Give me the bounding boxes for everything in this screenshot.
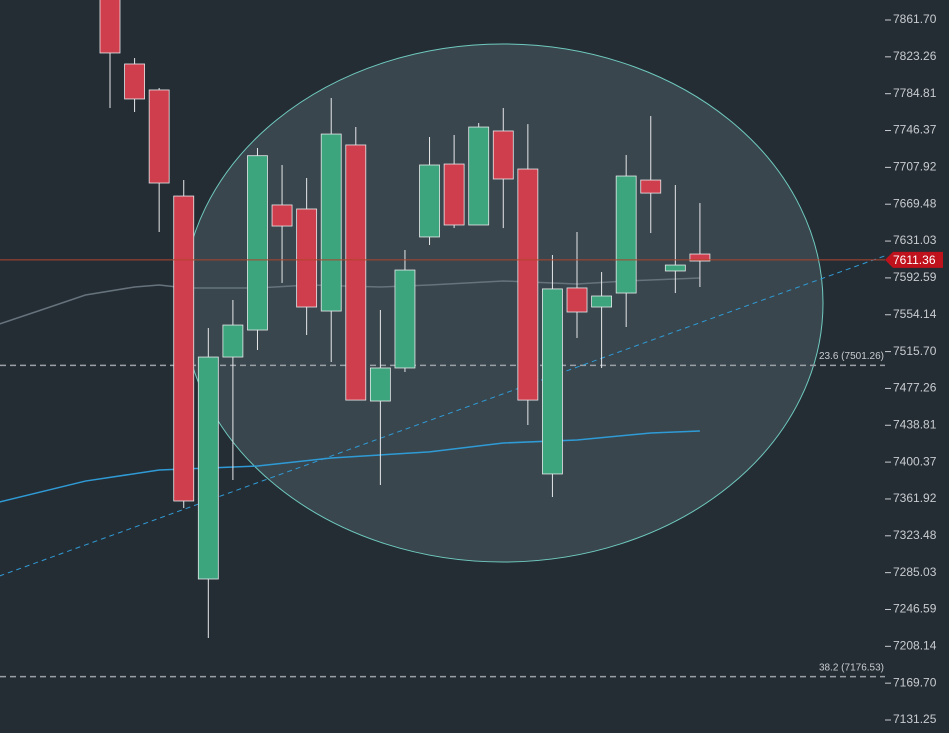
- candle-body: [369, 367, 391, 402]
- y-tick-label: 7823.26: [893, 49, 937, 63]
- overlay-line: [0, 277, 700, 325]
- y-tick-label: 7554.14: [893, 307, 937, 321]
- candle-body: [443, 163, 465, 226]
- candle-body: [566, 287, 588, 313]
- candle-body: [222, 324, 244, 358]
- y-tick-label: 7246.59: [893, 602, 937, 616]
- candle-body: [542, 288, 563, 475]
- candle-body: [320, 133, 342, 312]
- candle-body: [271, 204, 293, 227]
- fib-label: 38.2 (7176.53): [819, 662, 884, 673]
- candle-body: [640, 179, 662, 194]
- fib-label: 23.6 (7501.26): [819, 351, 884, 362]
- candle-body: [419, 164, 440, 238]
- last-price-label: 7611.36: [893, 253, 936, 267]
- y-tick-label: 7285.03: [893, 565, 937, 579]
- candle-body: [345, 144, 367, 401]
- candle-body: [197, 356, 219, 580]
- y-tick-label: 7438.81: [893, 417, 937, 431]
- candle-body: [468, 126, 490, 226]
- overlay-line: [0, 255, 885, 577]
- candle-body: [173, 195, 195, 502]
- y-tick-label: 7746.37: [893, 123, 937, 137]
- y-tick-label: 7208.14: [893, 639, 937, 653]
- y-tick-label: 7323.48: [893, 528, 937, 542]
- y-tick-label: 7400.37: [893, 454, 937, 468]
- candle-body: [689, 253, 711, 262]
- candle-body: [296, 208, 318, 308]
- y-tick-label: 7669.48: [893, 196, 937, 210]
- candle-body: [394, 269, 416, 369]
- y-tick-label: 7861.70: [893, 12, 937, 26]
- candle-body: [99, 0, 121, 54]
- candle-body: [247, 155, 268, 331]
- y-tick-label: 7784.81: [893, 86, 937, 100]
- y-tick-label: 7515.70: [893, 344, 937, 358]
- y-tick-label: 7707.92: [893, 160, 937, 174]
- y-tick-label: 7361.92: [893, 491, 937, 505]
- candle-body: [492, 130, 514, 180]
- y-tick-label: 7631.03: [893, 233, 937, 247]
- candle-body: [664, 264, 686, 272]
- candle-body: [148, 89, 170, 184]
- y-tick-label: 7592.59: [893, 270, 937, 284]
- candle-body: [615, 175, 637, 294]
- candle-body: [124, 63, 145, 100]
- candle-body: [517, 168, 539, 401]
- y-tick-label: 7131.25: [893, 712, 937, 726]
- y-tick-label: 7477.26: [893, 381, 937, 395]
- candle-body: [591, 295, 612, 308]
- last-price-tag: [885, 251, 943, 268]
- y-tick-label: 7169.70: [893, 675, 937, 689]
